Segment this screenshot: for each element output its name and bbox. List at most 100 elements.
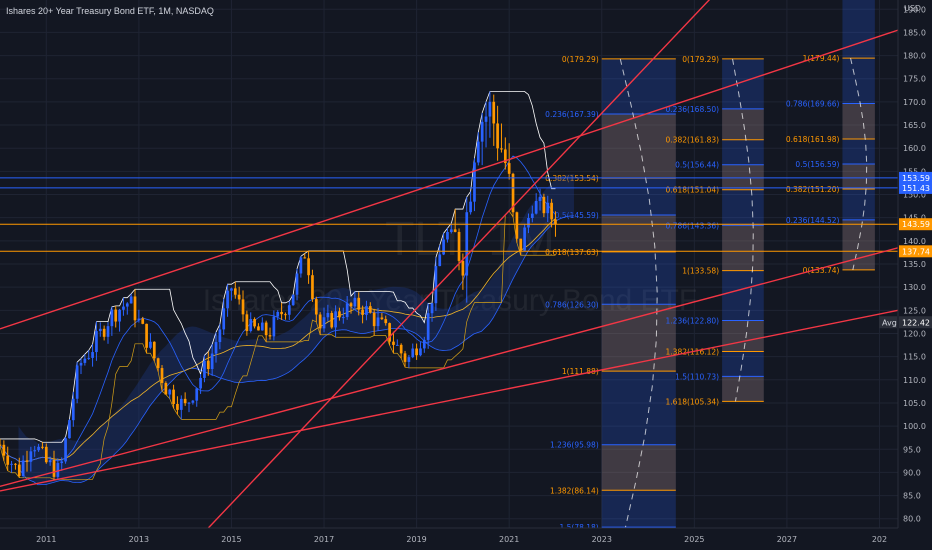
price-label-box (899, 171, 932, 184)
price-axis[interactable]: 80.0 85.0 90.0 95.0 100.0 105.0 110.0 115.0 120.… (879, 0, 932, 550)
price-tick-label: 100.0 (903, 422, 926, 431)
candle-body (442, 239, 445, 255)
price-tick-label: 165.0 (903, 121, 926, 130)
time-tick-label: 2011 (36, 535, 56, 544)
candle-body (222, 308, 226, 330)
price-tick-label: 115.0 (903, 353, 926, 362)
candle-body (376, 317, 380, 327)
candle-body (253, 319, 256, 327)
candle-body (60, 461, 64, 464)
candle-body (0, 444, 2, 446)
candle-body (110, 309, 114, 327)
trend-lines[interactable] (0, 0, 899, 529)
candle-body (349, 303, 353, 307)
fib-level-label: 0.786(143.36) (666, 221, 720, 230)
fib-block (601, 58, 676, 528)
candle-body (280, 311, 283, 315)
candle-body (403, 353, 407, 362)
price-label-box (899, 218, 932, 231)
candle-body (476, 141, 480, 163)
horizontal-lines[interactable] (0, 177, 898, 252)
candle-body (14, 463, 17, 465)
fib-zone (601, 214, 676, 252)
time-tick-label: 2019 (406, 535, 426, 544)
candle-body (83, 358, 87, 363)
ichimoku-cloud (18, 174, 574, 486)
candle-body (395, 344, 399, 346)
time-axis[interactable]: 2011 2013 2015 2017 2019 2021 2023 2025 2027 202 (0, 527, 932, 550)
candle-body (29, 451, 33, 462)
fib-level-label: 0.236(144.52) (786, 216, 840, 225)
fib-level-label: 0.5(156.44) (675, 161, 719, 170)
chart-title: Ishares 20+ Year Treasury Bond ETF, 1M, … (6, 6, 214, 16)
candle-body (25, 460, 29, 462)
candle-body (438, 254, 442, 267)
candle-body (133, 296, 137, 321)
price-tick-label: 150.0 (903, 191, 926, 200)
candle-body (461, 260, 465, 276)
candle-body (37, 446, 40, 451)
candle-body (118, 309, 121, 322)
fib-zone (842, 103, 875, 140)
candle-body (303, 257, 307, 259)
price-tick-label: 175.0 (903, 75, 926, 84)
fib-level-label: 1.236(122.80) (666, 317, 720, 326)
candle-body (550, 202, 553, 220)
fib-level-label: 0.5(145.59) (555, 211, 599, 220)
candle-body (318, 314, 322, 329)
candle-body (422, 339, 426, 349)
fibonacci-blocks: 0(179.29) 0.236(167.39) 0.382(153.54) 0.5(1… (545, 0, 875, 532)
candle-body (519, 238, 523, 251)
fib-level-label: 0.382(151.20) (786, 185, 840, 194)
price-tick-label: 190.0 (903, 5, 926, 14)
candle-body (160, 368, 164, 383)
candle-body (419, 348, 422, 356)
candle-body (500, 148, 503, 150)
candle-body (392, 341, 395, 345)
candle-body (314, 299, 318, 315)
candle-body (44, 446, 48, 463)
candle-body (268, 335, 272, 337)
fib-level-label: 0.236(168.50) (666, 105, 720, 114)
candle-body (56, 463, 60, 477)
candle-body (199, 377, 202, 389)
candle-body (465, 212, 469, 276)
candle-body (295, 273, 299, 295)
fib-zone (601, 113, 676, 179)
candle-body (218, 329, 222, 343)
time-tick-label: 2013 (129, 535, 149, 544)
price-tick-label: 90.0 (903, 468, 921, 477)
candle-body (276, 311, 280, 317)
candle-body (399, 344, 403, 354)
candle-body (233, 288, 237, 295)
candle-body (41, 446, 44, 448)
candle-body (434, 266, 438, 304)
candle-body (388, 323, 391, 342)
fib-level-label: 1(111.88) (562, 367, 599, 376)
fib-zone (722, 225, 764, 271)
time-tick-label: 2015 (221, 535, 241, 544)
moving-average-slow (0, 218, 556, 463)
trend-line (207, 0, 711, 529)
time-tick-label: 2023 (592, 535, 612, 544)
candle-body (330, 312, 334, 328)
candle-body (357, 297, 361, 310)
candle-body (469, 201, 472, 213)
watermark-symbol: TLT, 1M (385, 213, 555, 266)
candle-body (141, 318, 145, 324)
watermark-name: Ishares 20+ Year Treasury Bond ETF (203, 284, 697, 317)
candle-body (326, 312, 330, 318)
projection-path (732, 58, 754, 402)
candle-body (503, 149, 507, 164)
candle-body (527, 218, 530, 228)
candle-body (457, 231, 461, 261)
candle-body (102, 328, 106, 337)
candle-body (191, 400, 195, 403)
price-tick-label: 80.0 (903, 515, 921, 524)
fib-level-label: 0(133.74) (803, 266, 840, 275)
candle-body (334, 311, 337, 328)
candle-body (137, 318, 141, 321)
candle-body (480, 121, 484, 142)
trend-line (0, 247, 899, 487)
